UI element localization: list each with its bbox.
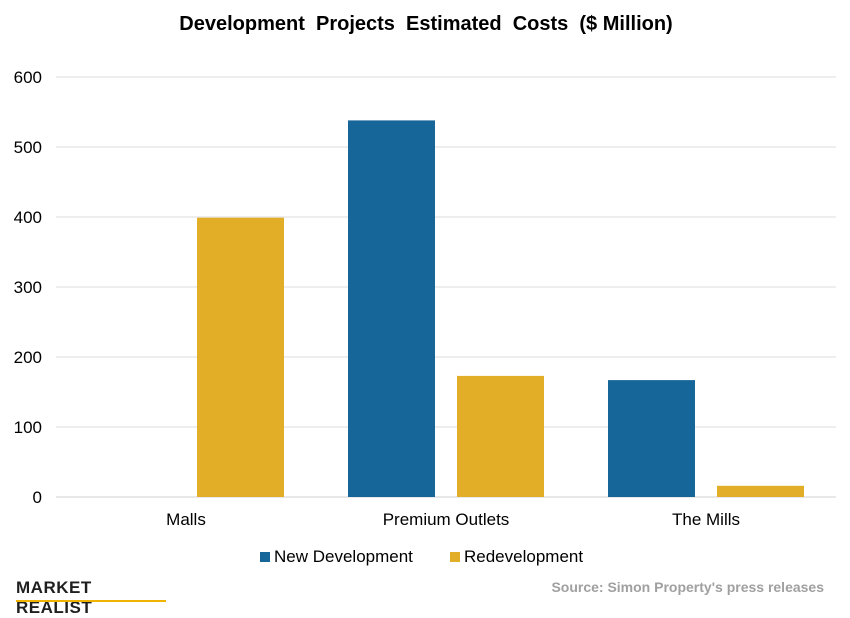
- legend-swatch: [260, 552, 270, 562]
- bars: [197, 120, 804, 498]
- x-category-label: Premium Outlets: [383, 510, 510, 529]
- bar-redevelopment: [197, 217, 284, 497]
- market-realist-logo: MARKET REALIST: [16, 578, 166, 617]
- y-tick-label: 600: [14, 68, 42, 87]
- bar-new-development: [608, 380, 695, 497]
- bar-redevelopment: [457, 375, 544, 497]
- chart-title: Development Projects Estimated Costs ($ …: [179, 13, 672, 35]
- y-tick-label: 500: [14, 138, 42, 157]
- legend: New Development Redevelopment: [260, 547, 583, 566]
- y-axis-tick-labels: 0 100 200 300 400 500 600: [14, 68, 42, 507]
- y-tick-label: 100: [14, 418, 42, 437]
- y-tick-label: 0: [33, 488, 42, 507]
- legend-swatch: [450, 552, 460, 562]
- source-note: Source: Simon Property's press releases: [551, 579, 824, 595]
- bar-redevelopment: [717, 485, 804, 497]
- logo-text: MARKET REALIST: [16, 578, 93, 617]
- y-tick-label: 300: [14, 278, 42, 297]
- bar-new-development: [348, 120, 435, 498]
- legend-label: New Development: [274, 547, 413, 566]
- legend-label: Redevelopment: [464, 547, 583, 566]
- logo-underline: [16, 600, 166, 602]
- y-tick-label: 400: [14, 208, 42, 227]
- gridlines: [56, 76, 836, 498]
- x-category-label: The Mills: [672, 510, 740, 529]
- y-tick-label: 200: [14, 348, 42, 367]
- x-axis-category-labels: Malls Premium Outlets The Mills: [166, 510, 740, 529]
- x-category-label: Malls: [166, 510, 206, 529]
